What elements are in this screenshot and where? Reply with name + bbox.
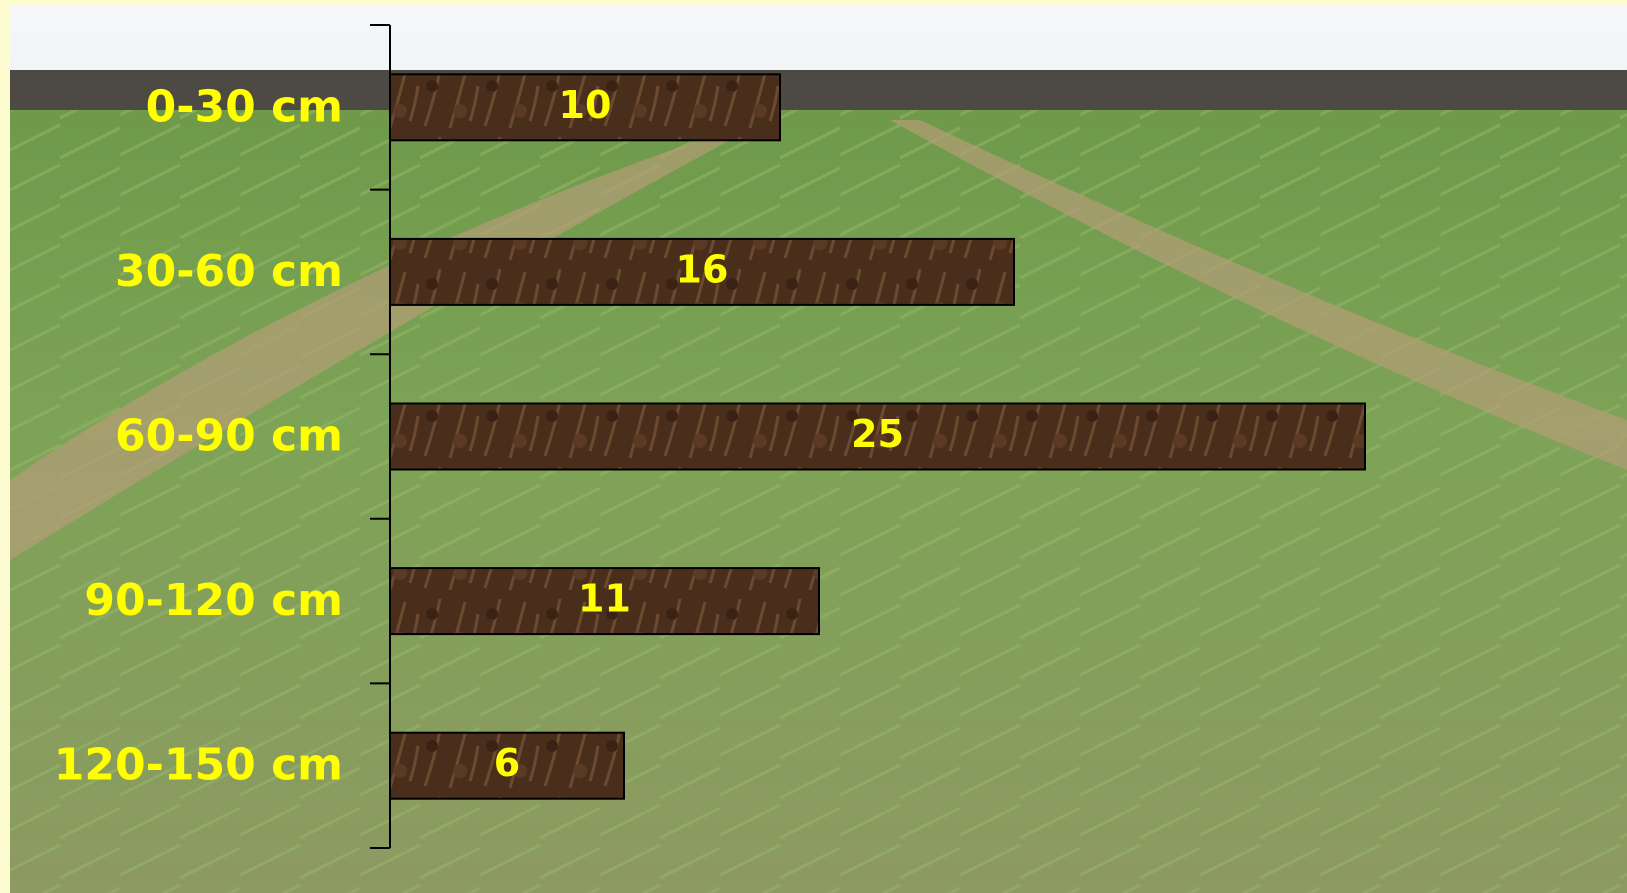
bar — [389, 237, 1015, 306]
value-label: 25 — [851, 412, 904, 456]
bar — [389, 567, 820, 636]
category-label: 120-150 cm — [54, 740, 343, 791]
plot: 0-30 cm 10 30-60 cm 16 60-90 cm 25 90-120 cm 11… — [54, 24, 1366, 849]
value-label: 16 — [676, 247, 729, 291]
bar — [389, 731, 625, 800]
value-label: 10 — [559, 83, 612, 127]
category-label: 30-60 cm — [115, 246, 343, 297]
category-label: 0-30 cm — [146, 81, 343, 132]
track — [890, 120, 1627, 470]
tree-line — [10, 70, 1627, 115]
category-label: 90-120 cm — [84, 575, 343, 626]
value-label: 11 — [578, 577, 631, 621]
category-label: 60-90 cm — [115, 411, 343, 462]
value-label: 6 — [494, 741, 520, 785]
bar — [389, 402, 1366, 471]
bar — [389, 73, 781, 142]
